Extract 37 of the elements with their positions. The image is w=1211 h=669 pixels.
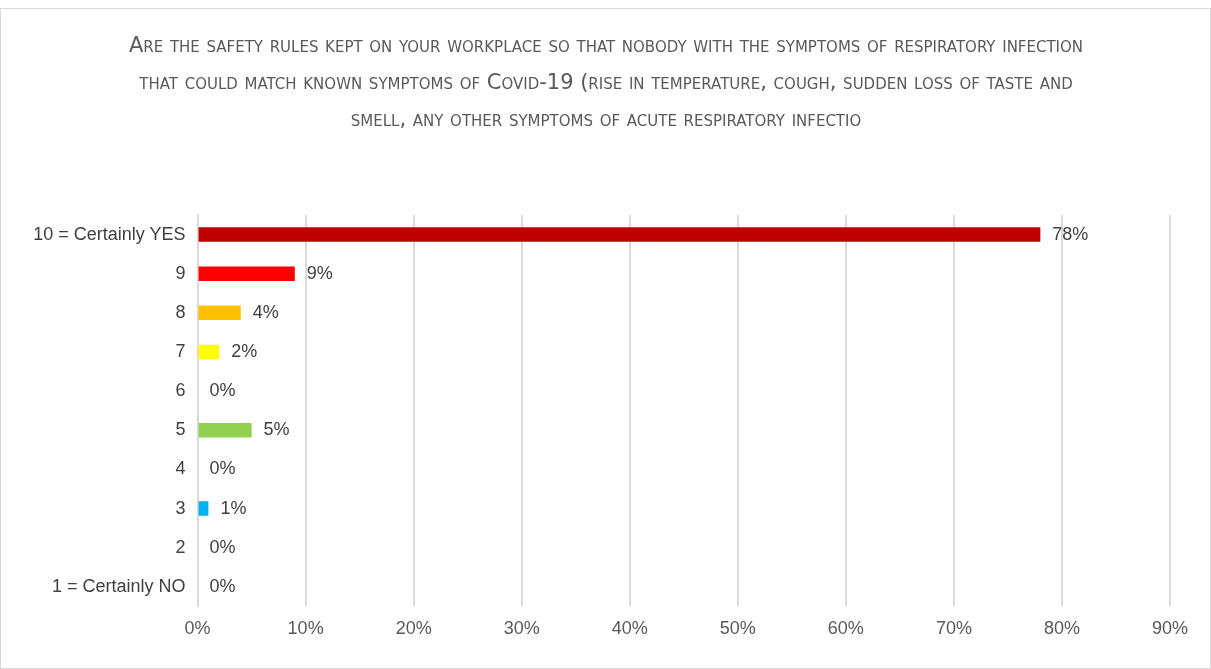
bar — [198, 344, 220, 360]
y-tick-label: 2 — [175, 536, 186, 557]
data-label: 0% — [209, 536, 236, 557]
bar — [198, 423, 252, 438]
data-label: 0% — [209, 380, 236, 401]
x-tick-label: 80% — [1043, 618, 1080, 639]
x-tick-label: 30% — [503, 618, 540, 639]
x-tick-label: 20% — [395, 618, 432, 639]
bar — [198, 266, 295, 281]
y-tick-label: 1 = Certainly NO — [52, 575, 186, 596]
bar — [198, 305, 241, 321]
y-tick-label: 4 — [175, 458, 186, 479]
data-label: 0% — [209, 575, 236, 596]
y-tick-label: 5 — [175, 419, 186, 440]
x-tick-label: 50% — [719, 618, 756, 639]
y-tick-label: 8 — [175, 301, 186, 322]
data-label: 4% — [252, 301, 279, 322]
x-tick-label: 0% — [184, 618, 211, 639]
y-tick-label: 10 = Certainly YES — [33, 223, 186, 244]
y-tick-label: 3 — [175, 497, 186, 518]
x-tick-label: 10% — [287, 618, 324, 639]
data-label: 78% — [1052, 223, 1089, 244]
data-label: 5% — [263, 419, 290, 440]
bar — [198, 501, 209, 516]
data-label: 2% — [231, 340, 258, 361]
data-label: 0% — [209, 458, 236, 479]
x-tick-label: 70% — [935, 618, 972, 639]
y-tick-label: 7 — [175, 340, 186, 361]
data-label: 1% — [220, 497, 247, 518]
chart-title: Are the safety rules kept on your workplace so that nobody with the symptoms of respiratory infection that could match known symptoms of Covid-19 (rise in temperature, cough, sudden loss of taste and smell, any other symptoms of acute respiratory infectio — [127, 32, 1085, 133]
data-label: 9% — [306, 262, 333, 283]
x-tick-label: 90% — [1151, 618, 1189, 639]
y-tick-label: 9 — [175, 262, 186, 283]
bar — [198, 227, 1041, 242]
x-tick-label: 40% — [611, 618, 648, 639]
x-tick-label: 60% — [827, 618, 864, 639]
y-tick-label: 6 — [175, 380, 186, 401]
